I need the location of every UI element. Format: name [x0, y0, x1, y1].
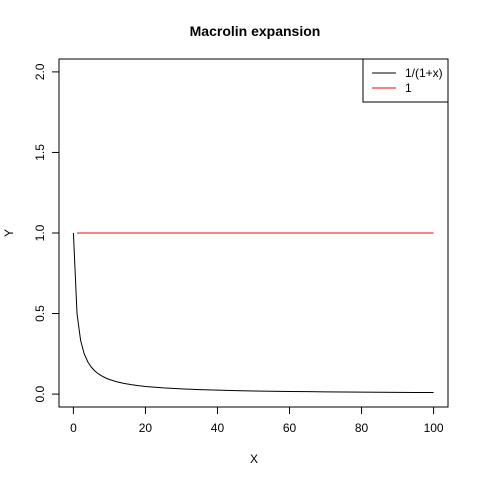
series-layer — [72, 232, 434, 394]
series-line-0 — [72, 232, 434, 394]
x-tick-label: 60 — [283, 421, 297, 435]
x-tick-label: 40 — [211, 421, 225, 435]
x-axis-label: X — [250, 452, 258, 466]
legend-label-0: 1/(1+x) — [405, 66, 443, 80]
y-tick-label: 1.5 — [33, 144, 47, 161]
x-tick-label: 80 — [355, 421, 369, 435]
legend-box — [362, 58, 449, 103]
y-axis-label: Y — [2, 229, 16, 237]
x-tick-label: 0 — [70, 421, 77, 435]
y-tick-label: 1.0 — [33, 224, 47, 241]
x-tick-label: 100 — [424, 421, 444, 435]
legend: 1/(1+x)1 — [362, 58, 449, 103]
y-tick-label: 0.0 — [33, 385, 47, 402]
x-axis: 0 20 40 60 80 100 — [70, 407, 444, 435]
x-tick-label: 20 — [139, 421, 153, 435]
legend-label-1: 1 — [405, 81, 412, 95]
y-tick-label: 0.5 — [33, 305, 47, 322]
y-tick-label: 2.0 — [33, 63, 47, 80]
y-axis: 0.0 0.5 1.0 1.5 2.0 — [33, 63, 59, 402]
chart-title: Macrolin expansion — [190, 23, 321, 39]
